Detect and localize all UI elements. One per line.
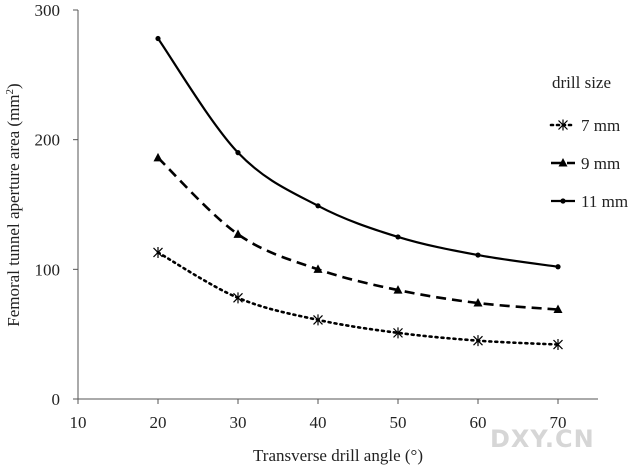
data-point-7-mm xyxy=(473,335,483,347)
y-axis-title-close: ) xyxy=(4,83,23,89)
legend-marker-9-mm xyxy=(558,158,568,167)
x-tick-label: 60 xyxy=(470,413,487,432)
legend-marker-11-mm xyxy=(560,198,566,204)
x-tick-label: 40 xyxy=(310,413,327,432)
x-tick-label: 20 xyxy=(150,413,167,432)
x-tick-label: 30 xyxy=(230,413,247,432)
x-tick-label: 70 xyxy=(550,413,567,432)
axes xyxy=(77,10,598,400)
y-axis-title-superscript: 2 xyxy=(4,89,16,95)
legend-item-7-mm: 7 mm xyxy=(549,116,620,135)
data-point-9-mm xyxy=(233,229,243,238)
legend-title: drill size xyxy=(552,73,611,92)
series-7-mm xyxy=(153,246,563,351)
data-point-7-mm xyxy=(313,314,323,326)
legend: drill size 7 mm 9 mm 11 mm xyxy=(549,73,628,211)
y-tick-label: 0 xyxy=(52,390,61,409)
x-tick-label: 10 xyxy=(70,413,87,432)
y-tick-label: 100 xyxy=(35,260,61,279)
series-line-9-mm xyxy=(157,156,559,311)
data-point-11-mm xyxy=(395,234,401,240)
y-axis-title: Femoral tunnel aperture area (mm2) xyxy=(4,83,23,326)
x-axis-title: Transverse drill angle (°) xyxy=(253,446,423,465)
series-group xyxy=(153,35,563,351)
series-line-11-mm xyxy=(157,37,559,268)
data-point-11-mm xyxy=(155,35,161,42)
data-point-9-mm xyxy=(393,285,403,294)
legend-item-11-mm: 11 mm xyxy=(551,192,628,211)
legend-label-11-mm: 11 mm xyxy=(581,192,628,211)
y-tick-label: 200 xyxy=(35,131,61,150)
data-point-7-mm xyxy=(553,339,563,351)
watermark-text: DXY.CN xyxy=(490,425,595,453)
y-axis-title-main: Femoral tunnel aperture area (mm xyxy=(4,94,23,326)
data-point-9-mm xyxy=(553,304,563,314)
data-point-7-mm xyxy=(233,292,243,304)
data-point-11-mm xyxy=(315,203,321,209)
series-line-7-mm xyxy=(156,251,560,346)
ticks: 10 20 30 40 50 60 70 0 100 200 300 xyxy=(35,1,567,432)
data-point-9-mm xyxy=(153,152,163,162)
data-point-11-mm xyxy=(555,264,561,270)
legend-item-9-mm: 9 mm xyxy=(551,154,620,173)
legend-label-9-mm: 9 mm xyxy=(581,154,620,173)
data-point-9-mm xyxy=(313,264,323,273)
legend-marker-7-mm xyxy=(558,119,568,131)
y-tick-label: 300 xyxy=(35,1,61,20)
x-tick-label: 50 xyxy=(390,413,407,432)
data-point-11-mm xyxy=(475,252,481,258)
series-11-mm xyxy=(155,35,561,270)
data-point-11-mm xyxy=(235,150,241,156)
series-9-mm xyxy=(153,152,563,314)
data-point-7-mm xyxy=(393,327,403,339)
data-point-9-mm xyxy=(473,298,483,307)
data-point-7-mm xyxy=(153,246,163,258)
legend-label-7-mm: 7 mm xyxy=(581,116,620,135)
